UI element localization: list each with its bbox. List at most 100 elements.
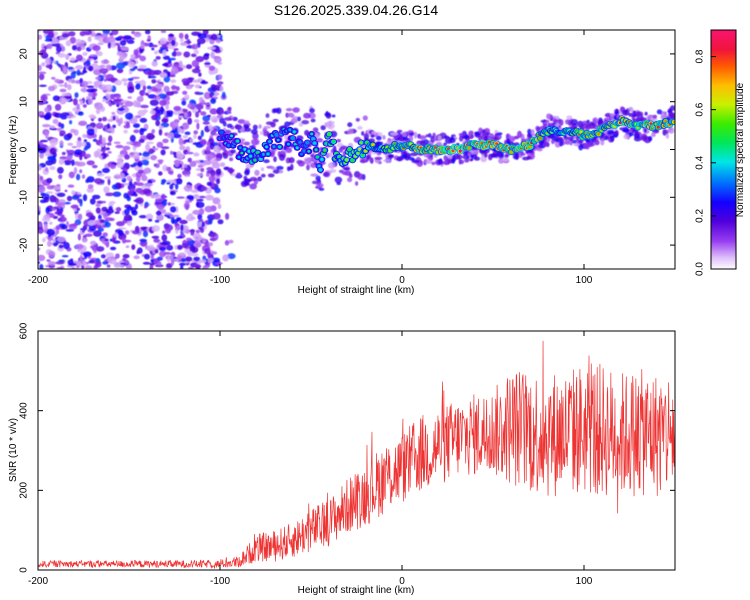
noise-blob xyxy=(194,103,204,110)
colorbar-band xyxy=(711,146,736,148)
noise-blob xyxy=(96,173,105,177)
ridge-cell xyxy=(672,120,675,124)
noise-blob xyxy=(105,252,115,258)
ridge-cell xyxy=(236,139,239,143)
colorbar-band xyxy=(711,139,736,141)
colorbar-band xyxy=(711,131,736,133)
noise-blob xyxy=(100,59,110,65)
halo-blob xyxy=(551,139,555,145)
colorbar-band xyxy=(711,244,736,246)
noise-blob xyxy=(213,128,218,132)
noise-blob xyxy=(181,122,190,130)
ridge-cell xyxy=(266,152,270,156)
colorbar-band xyxy=(711,99,736,101)
noise-blob xyxy=(182,90,188,95)
noise-blob xyxy=(126,39,135,44)
noise-blob xyxy=(151,129,155,134)
colorbar-band xyxy=(711,110,736,112)
noise-blob xyxy=(58,84,66,87)
ridge-cell xyxy=(319,168,322,172)
noise-blob xyxy=(180,166,184,170)
noise-blob xyxy=(46,259,51,262)
noise-blob xyxy=(85,59,91,67)
noise-blob xyxy=(107,42,112,49)
noise-blob xyxy=(177,127,183,134)
ridge-cell xyxy=(324,142,328,146)
halo-blob xyxy=(468,131,471,136)
noise-blob xyxy=(47,31,55,39)
noise-blob xyxy=(215,262,223,265)
noise-blob xyxy=(55,225,60,231)
halo-blob xyxy=(316,183,324,188)
noise-blob xyxy=(156,256,163,261)
noise-blob xyxy=(71,195,80,200)
noise-blob xyxy=(167,170,174,175)
colorbar-band xyxy=(711,233,736,235)
noise-blob xyxy=(189,244,196,252)
halo-blob xyxy=(263,159,270,164)
colorbar-band xyxy=(711,83,736,85)
halo-blob xyxy=(622,126,629,133)
colorbar-band xyxy=(711,212,736,214)
noise-blob xyxy=(122,254,130,259)
colorbar-band xyxy=(711,196,736,198)
noise-blob xyxy=(97,42,105,46)
colorbar-band xyxy=(711,181,736,183)
halo-blob xyxy=(237,119,246,124)
noise-blob xyxy=(150,258,154,263)
colorbar-band xyxy=(711,67,736,69)
halo-blob xyxy=(347,177,353,183)
noise-blob xyxy=(81,174,86,179)
noise-blob xyxy=(49,138,58,146)
colorbar-band xyxy=(711,78,736,80)
noise-blob xyxy=(206,170,215,174)
colorbar-band xyxy=(711,162,736,164)
noise-blob xyxy=(159,99,167,106)
noise-blob xyxy=(82,194,88,202)
colorbar-band xyxy=(711,140,736,142)
noise-blob xyxy=(38,30,41,33)
halo-blob xyxy=(328,162,336,169)
noise-blob xyxy=(112,115,116,121)
halo-blob xyxy=(251,138,259,146)
halo-blob xyxy=(515,153,519,160)
colorbar-band xyxy=(711,186,736,188)
noise-blob xyxy=(178,60,183,68)
noise-blob xyxy=(166,263,173,269)
noise-blob xyxy=(190,228,195,236)
noise-blob xyxy=(75,65,84,70)
colorbar-band xyxy=(711,173,736,175)
noise-blob xyxy=(88,259,96,264)
noise-blob xyxy=(40,139,48,143)
spec-xtick-label: -100 xyxy=(210,275,230,286)
noise-blob xyxy=(156,80,160,84)
spectrogram-marks xyxy=(38,30,675,269)
halo-blob xyxy=(348,173,353,179)
colorbar-band xyxy=(711,204,736,206)
halo-blob xyxy=(217,141,224,145)
halo-blob xyxy=(243,141,250,146)
noise-blob xyxy=(182,169,191,176)
halo-blob xyxy=(564,139,570,145)
noise-blob xyxy=(56,45,62,53)
noise-blob xyxy=(56,192,66,197)
noise-blob xyxy=(214,48,222,54)
noise-blob xyxy=(77,233,81,241)
halo-blob xyxy=(272,169,281,174)
noise-blob xyxy=(217,74,223,80)
halo-blob xyxy=(222,152,226,156)
noise-blob xyxy=(117,35,124,40)
noise-blob xyxy=(156,214,164,221)
colorbar-band xyxy=(711,219,736,221)
noise-blob xyxy=(88,98,93,105)
colorbar-band xyxy=(711,168,736,170)
noise-blob xyxy=(177,173,182,179)
halo-blob xyxy=(276,107,282,114)
noise-blob xyxy=(158,171,163,176)
noise-blob xyxy=(181,78,191,84)
halo-blob xyxy=(632,129,639,134)
noise-blob xyxy=(160,181,165,185)
noise-blob xyxy=(89,198,96,205)
noise-blob xyxy=(100,254,106,259)
colorbar-band xyxy=(711,36,736,38)
